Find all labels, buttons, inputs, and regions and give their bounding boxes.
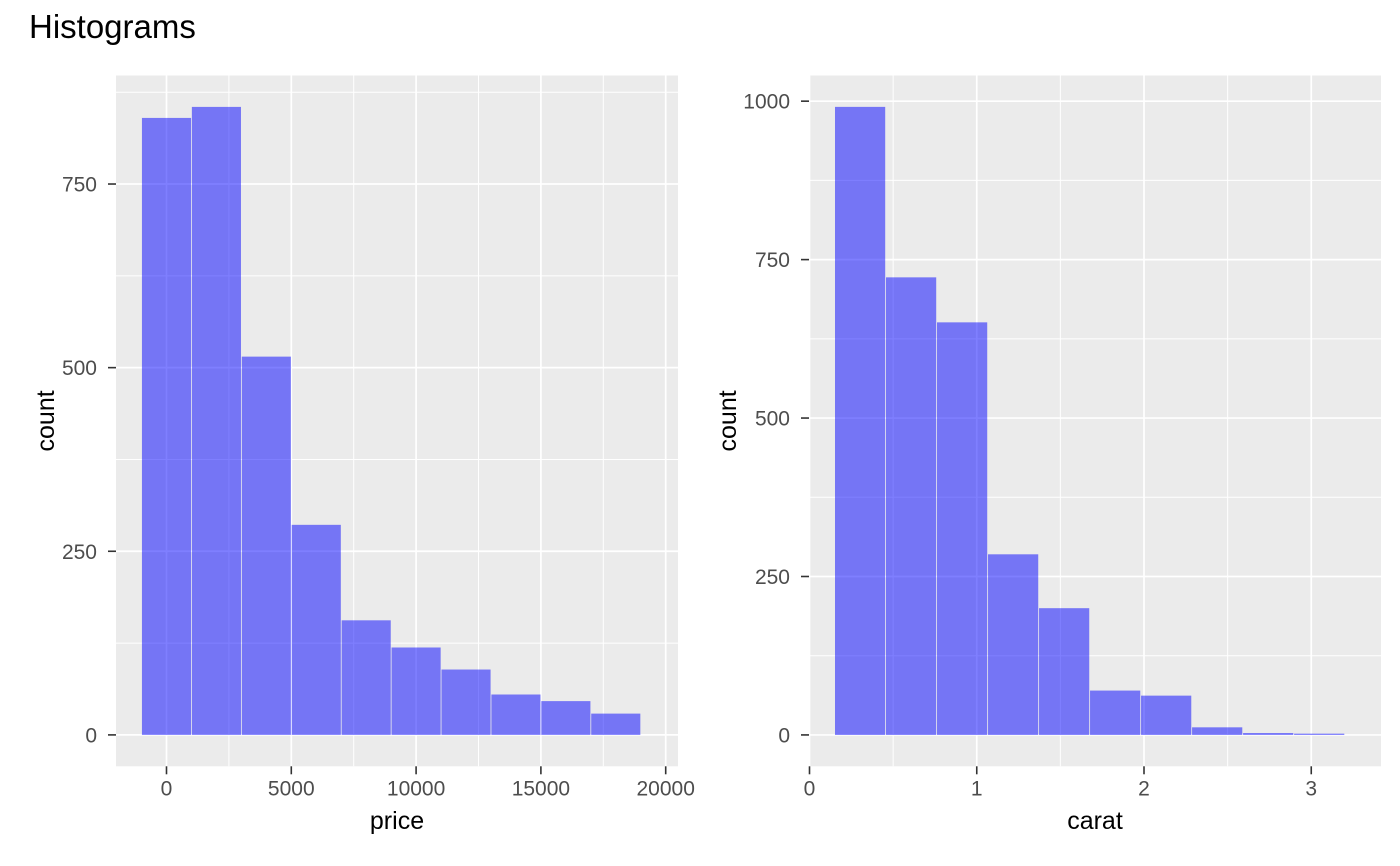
y-tick-label: 0 [778, 724, 790, 747]
y-tick-label: 250 [755, 566, 790, 589]
histogram-bar [591, 713, 641, 735]
y-tick-label: 500 [755, 408, 790, 431]
bars [141, 106, 641, 735]
x-axis-title-price: price [370, 807, 424, 835]
histogram-bar [1243, 733, 1294, 735]
histogram-bar [241, 356, 291, 735]
histogram-bar [1090, 690, 1141, 735]
x-tick-label: 1 [971, 778, 983, 801]
y-tick-label: 1000 [743, 91, 790, 114]
x-tick-label: 0 [804, 778, 816, 801]
histogram-bar [1192, 727, 1243, 735]
x-tick-label: 2 [1138, 778, 1150, 801]
price-histogram-plot: 0 5000 10000 15000 20000 0 250 500 750 [62, 75, 695, 801]
x-tick-label: 5000 [268, 778, 315, 801]
bars [834, 106, 1345, 735]
histogram-bar [391, 647, 441, 735]
y-tick-label: 750 [755, 249, 790, 272]
y-tick-label: 500 [62, 357, 97, 380]
figure-title: Histograms [29, 8, 196, 45]
y-tick-label: 750 [62, 174, 97, 197]
histogram-bar [341, 620, 391, 735]
histogram-bar [491, 694, 541, 735]
y-axis-title-count-left: count [32, 390, 60, 451]
x-tick-label: 10000 [387, 778, 445, 801]
histogram-bar [1141, 695, 1192, 735]
carat-histogram-plot: 0 1 2 3 0 250 500 750 1000 [743, 75, 1381, 801]
x-tick-label: 15000 [512, 778, 570, 801]
histogram-bar [191, 106, 241, 735]
x-tick-label: 3 [1305, 778, 1317, 801]
histogram-bar [1039, 608, 1090, 735]
y-tick-label: 250 [62, 541, 97, 564]
histogram-bar [1294, 733, 1345, 735]
x-axis-title-carat: carat [1067, 807, 1123, 835]
histogram-bar [937, 322, 988, 735]
histogram-bar [834, 106, 886, 735]
histogram-bar [291, 524, 341, 735]
histogram-bar [988, 554, 1039, 735]
histogram-bar [541, 701, 591, 735]
x-tick-label: 20000 [636, 778, 694, 801]
histogram-bar [141, 117, 192, 735]
histogram-bar [441, 669, 491, 735]
x-tick-label: 0 [161, 778, 173, 801]
y-axis-title-count-right: count [714, 390, 742, 451]
histogram-bar [886, 277, 937, 735]
y-tick-label: 0 [85, 724, 97, 747]
